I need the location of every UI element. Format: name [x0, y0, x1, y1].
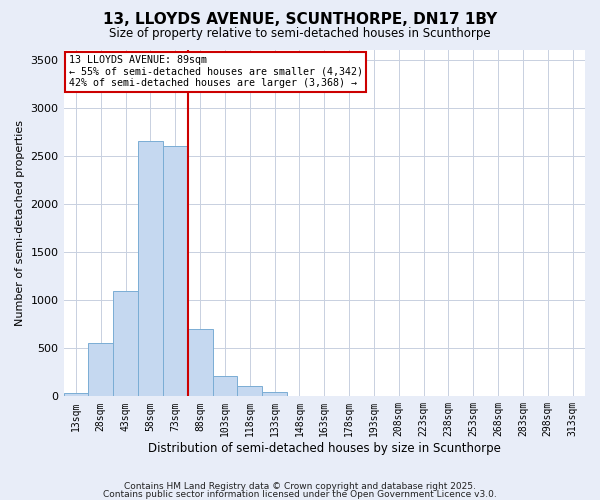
Text: Contains public sector information licensed under the Open Government Licence v3: Contains public sector information licen… — [103, 490, 497, 499]
Text: Contains HM Land Registry data © Crown copyright and database right 2025.: Contains HM Land Registry data © Crown c… — [124, 482, 476, 491]
Text: 13 LLOYDS AVENUE: 89sqm
← 55% of semi-detached houses are smaller (4,342)
42% of: 13 LLOYDS AVENUE: 89sqm ← 55% of semi-de… — [69, 55, 363, 88]
Bar — [163, 146, 188, 397]
Bar — [138, 142, 163, 396]
Y-axis label: Number of semi-detached properties: Number of semi-detached properties — [15, 120, 25, 326]
Text: Size of property relative to semi-detached houses in Scunthorpe: Size of property relative to semi-detach… — [109, 28, 491, 40]
Bar — [212, 376, 238, 396]
Bar — [262, 392, 287, 396]
Bar — [238, 386, 262, 396]
X-axis label: Distribution of semi-detached houses by size in Scunthorpe: Distribution of semi-detached houses by … — [148, 442, 501, 455]
Bar — [88, 344, 113, 396]
Bar — [113, 290, 138, 397]
Bar — [64, 394, 88, 396]
Text: 13, LLOYDS AVENUE, SCUNTHORPE, DN17 1BY: 13, LLOYDS AVENUE, SCUNTHORPE, DN17 1BY — [103, 12, 497, 28]
Bar — [188, 329, 212, 396]
